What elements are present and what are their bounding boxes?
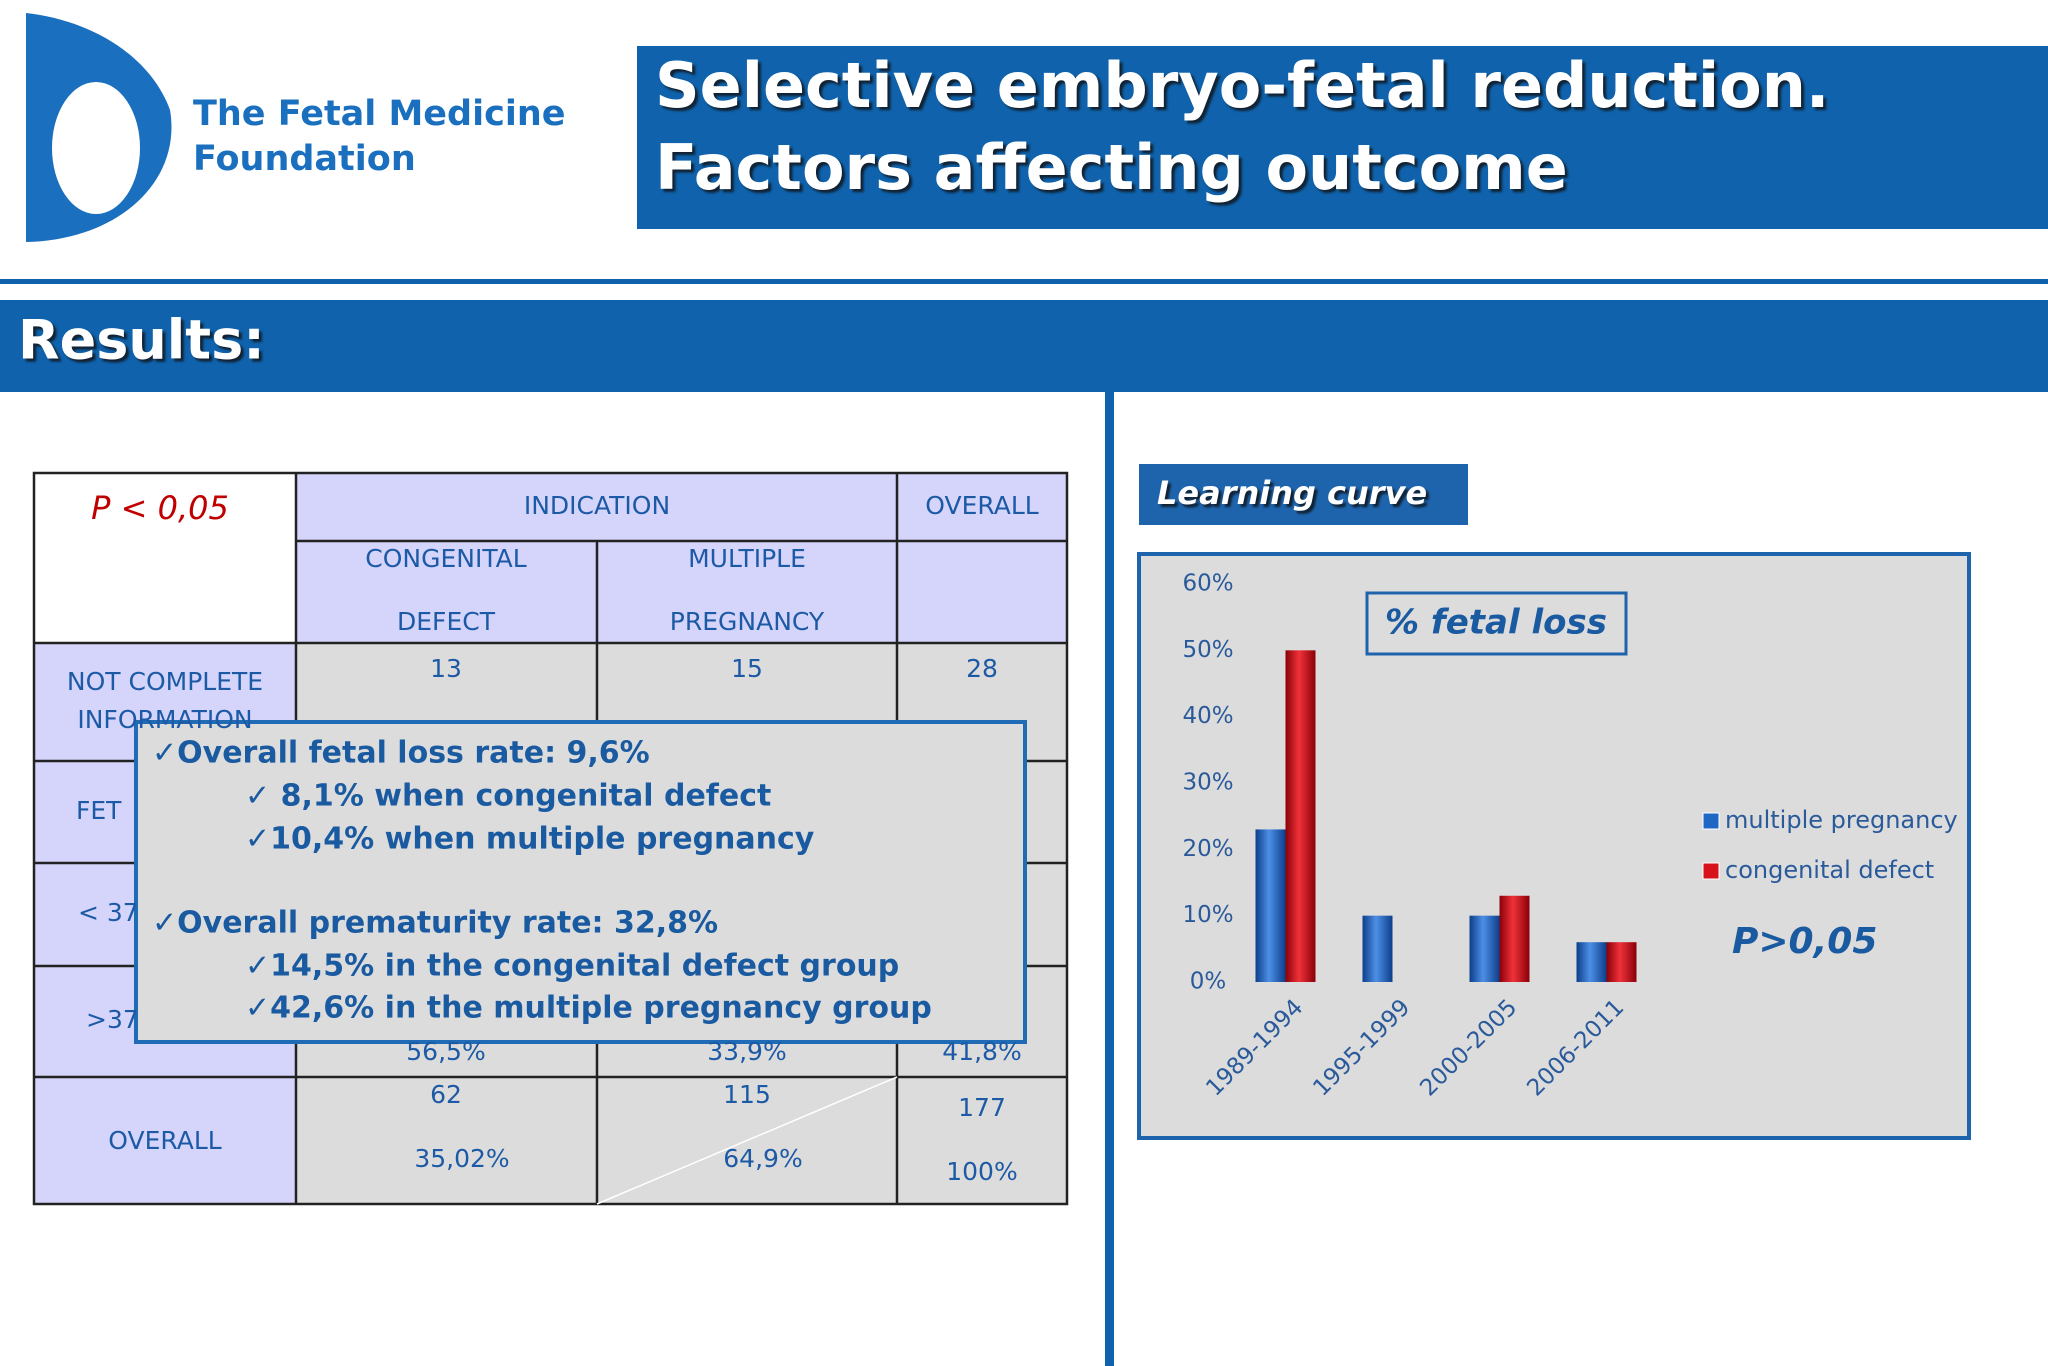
cell-text: 62	[430, 1080, 462, 1109]
cell-text: 15	[731, 654, 763, 683]
cell-text: FET	[76, 796, 122, 825]
cell-text: 28	[966, 654, 998, 683]
cell-text: INDICATION	[524, 491, 670, 520]
cell-text: 100%	[946, 1157, 1017, 1186]
cell-text: 35,02%	[414, 1144, 509, 1173]
cell-text: INFORMATION	[77, 705, 252, 734]
y-tick-label: 60%	[1182, 571, 1233, 597]
cell-text: 177	[958, 1093, 1006, 1122]
logo-text: The Fetal Medicine	[193, 94, 566, 134]
y-tick-label: 40%	[1182, 703, 1233, 729]
cell-text: 115	[723, 1080, 771, 1109]
chart-title-box	[1365, 591, 1628, 656]
bar	[1576, 942, 1607, 982]
y-tick-label: 20%	[1182, 836, 1233, 862]
annotation: P>0,05	[1732, 921, 1877, 962]
cell-text: P < 0,05	[91, 489, 229, 527]
cell-text: >37	[86, 1005, 139, 1034]
y-tick-label: 0%	[1190, 969, 1227, 995]
summary-line: ✓14,5% in the congenital defect group	[245, 949, 899, 984]
chart-heading: Learning curve	[1157, 474, 1427, 512]
title: Factors affecting outcome	[655, 131, 1568, 204]
y-tick-label: 30%	[1182, 770, 1233, 796]
summary-line: ✓10,4% when multiple pregnancy	[245, 822, 815, 857]
bar	[1285, 650, 1316, 982]
cell-text: 41,8%	[942, 1037, 1021, 1066]
summary-box	[134, 720, 1027, 1044]
cell-text: PREGNANCY	[670, 607, 825, 636]
chart-frame	[1137, 552, 1971, 1140]
summary-line: ✓Overall prematurity rate: 32,8%	[152, 906, 718, 941]
cell-text: 33,9%	[707, 1037, 786, 1066]
cell-text: DEFECT	[397, 607, 496, 636]
divider	[1105, 392, 1114, 1366]
bar	[1606, 942, 1637, 982]
chart-heading-box	[1139, 464, 1468, 525]
cell	[34, 473, 296, 643]
cell-text: OVERALL	[925, 491, 1039, 520]
title: Selective embryo-fetal reduction.	[655, 49, 1829, 122]
y-tick-label: 50%	[1182, 637, 1233, 663]
legend-swatch	[1702, 812, 1720, 830]
title-box	[637, 46, 2048, 229]
legend-label: congenital defect	[1725, 856, 1934, 884]
summary-line: ✓Overall fetal loss rate: 9,6%	[152, 736, 650, 771]
cell-text: NOT COMPLETE	[67, 667, 263, 696]
chart-title: % fetal loss	[1385, 603, 1607, 643]
cell	[296, 473, 1067, 643]
section-bar	[0, 300, 2048, 392]
cell-text: 13	[430, 654, 462, 683]
bar	[1255, 829, 1286, 982]
cell-text: OVERALL	[108, 1126, 222, 1155]
cell-text: CONGENITAL	[365, 544, 527, 573]
bar	[1499, 895, 1530, 982]
cell-text: < 37	[78, 898, 139, 927]
cell-text: MULTIPLE	[688, 544, 806, 573]
legend-label: multiple pregnancy	[1725, 806, 1958, 834]
diagonal	[596, 1076, 898, 1205]
cell-text: 64,9%	[723, 1144, 802, 1173]
legend-swatch	[1702, 862, 1720, 880]
summary-line: ✓ 8,1% when congenital defect	[245, 779, 771, 814]
logo-text: Foundation	[193, 139, 416, 179]
cell-text: 56,5%	[406, 1037, 485, 1066]
bar	[1362, 915, 1393, 982]
rule	[0, 279, 2048, 284]
y-tick-label: 10%	[1182, 902, 1233, 928]
section-title: Results:	[18, 309, 265, 372]
logo-hole	[52, 82, 140, 214]
bar	[1469, 915, 1500, 982]
summary-line: ✓42,6% in the multiple pregnancy group	[245, 991, 932, 1026]
